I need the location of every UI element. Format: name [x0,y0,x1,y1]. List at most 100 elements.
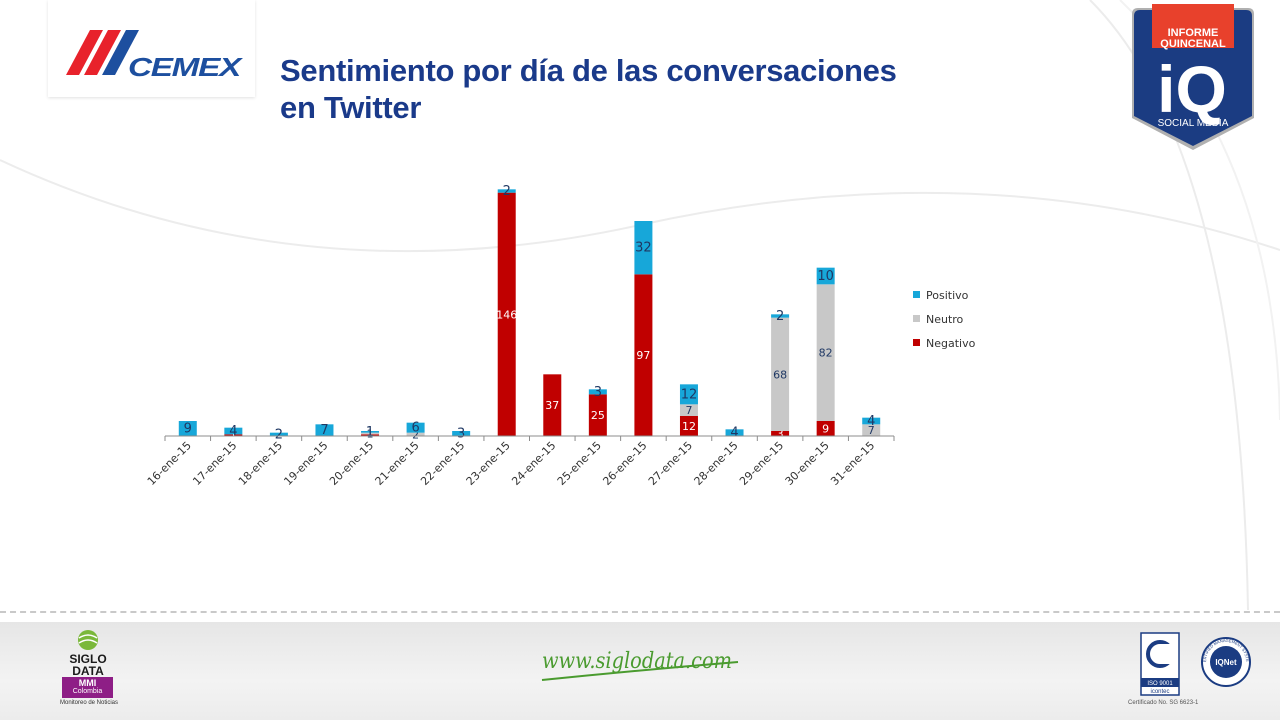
bar-positivo-29-ene-15 [771,314,790,318]
footer-divider [0,611,1280,613]
mmi-country: Colombia [72,688,103,695]
bar-negativo-17-ene-15 [224,434,243,436]
data-label-positivo-28-ene-15: 4 [730,426,738,441]
data-label-positivo-16-ene-15: 9 [184,422,192,437]
bar-negativo-20-ene-15 [361,434,380,436]
iqnet-certified-seal: IQNet CERTIFIED MANAGEMENT SYSTEM [1200,636,1251,687]
bar-positivo-17-ene-15 [224,427,243,435]
badge-quincenal: QUINCENAL [1160,38,1226,50]
data-label-positivo-25-ene-15: 3 [594,385,602,400]
x-tick-label-19-ene-15: 19-ene-15 [281,439,330,488]
x-tick-label-17-ene-15: 17-ene-15 [190,439,239,488]
cemex-logo: CEMEX [66,30,244,82]
bar-positivo-25-ene-15 [588,389,607,395]
bar-negativo-29-ene-15 [771,431,790,436]
siglo-subtitle: Monitoreo de Noticias [59,700,119,706]
data-label-positivo-29-ene-15: 2 [776,309,784,324]
data-word: DATA [72,664,104,678]
iqnet-label: IQNet [1215,658,1237,667]
bar-positivo-18-ene-15 [269,432,288,436]
bar-positivo-16-ene-15 [178,421,197,436]
bar-positivo-28-ene-15 [725,429,744,436]
badge-social-media: SOCIAL MEDIA [1158,118,1229,129]
x-tick-label-21-ene-15: 21-ene-15 [373,439,422,488]
bar-positivo-22-ene-15 [452,431,471,436]
bar-neutro-31-ene-15 [862,424,881,436]
bar-positivo-26-ene-15 [634,221,653,275]
siglo-word: SIGLO [69,652,107,666]
data-label-positivo-17-ene-15: 4 [229,424,237,439]
bar-negativo-27-ene-15 [679,416,698,436]
x-tick-label-30-ene-15: 30-ene-15 [783,439,832,488]
legend-swatch-neutro [913,315,920,322]
legend-label-neutro: Neutro [926,313,964,326]
bar-positivo-19-ene-15 [315,424,334,436]
x-tick-label-24-ene-15: 24-ene-15 [509,439,558,488]
icontec-iso-certificate: ISO 9001 icontec [1140,632,1180,696]
x-tick-label-27-ene-15: 27-ene-15 [646,439,695,488]
data-label-negativo-27-ene-15: 12 [682,420,696,433]
bar-neutro-21-ene-15 [406,432,425,436]
mmi-colombia-badge: MMI Colombia [62,677,113,698]
data-label-negativo-26-ene-15: 97 [636,349,650,362]
badge-informe: INFORME [1168,27,1219,39]
bar-positivo-23-ene-15 [497,189,516,193]
x-tick-label-26-ene-15: 26-ene-15 [600,439,649,488]
data-label-neutro-20-ene-15: 1 [367,428,374,441]
data-label-negativo-25-ene-15: 25 [591,409,605,422]
data-label-positivo-21-ene-15: 6 [411,421,419,436]
title-line-2: en Twitter [280,90,422,125]
data-label-negativo-23-ene-15: 146 [496,308,517,321]
data-label-positivo-18-ene-15: 2 [275,427,283,442]
bar-negativo-23-ene-15 [497,192,516,436]
certificate-number: Certificado No. SG 6623-1 [1128,700,1199,706]
x-tick-label-20-ene-15: 20-ene-15 [327,439,376,488]
data-label-negativo-24-ene-15: 37 [545,399,559,412]
legend-swatch-positivo [913,291,920,298]
title-line-1: Sentimiento por día de las conversacione… [280,53,897,88]
iso-label: ISO 9001 [1147,681,1173,687]
cemex-logo-card: CEMEX [48,0,255,97]
data-label-positivo-19-ene-15: 7 [320,423,328,438]
bar-positivo-27-ene-15 [679,384,698,405]
bar-neutro-20-ene-15 [361,432,380,435]
cemex-wordmark: CEMEX [128,52,243,82]
bar-negativo-26-ene-15 [634,274,653,436]
bar-neutro-30-ene-15 [816,284,835,421]
bar-negativo-30-ene-15 [816,421,835,436]
icontec-label: icontec [1150,689,1169,695]
data-label-neutro-29-ene-15: 68 [773,368,787,381]
data-label-positivo-31-ene-15: 4 [867,414,875,429]
data-label-positivo-23-ene-15: 2 [503,184,511,199]
legend-label-negativo: Negativo [926,337,976,350]
page-title: Sentimiento por día de las conversacione… [280,52,980,126]
siglo-data-logo-icon [78,630,98,650]
x-tick-label-28-ene-15: 28-ene-15 [692,439,741,488]
data-label-positivo-22-ene-15: 3 [457,427,465,442]
data-label-positivo-26-ene-15: 32 [635,241,652,256]
x-tick-label-29-ene-15: 29-ene-15 [737,439,786,488]
legend-swatch-negativo [913,339,920,346]
data-label-positivo-20-ene-15: 1 [366,425,374,440]
bar-negativo-25-ene-15 [588,394,607,436]
data-label-neutro-21-ene-15: 2 [412,428,419,441]
x-tick-label-22-ene-15: 22-ene-15 [418,439,467,488]
data-label-neutro-31-ene-15: 7 [868,424,875,437]
bar-neutro-27-ene-15 [679,404,698,416]
x-tick-label-25-ene-15: 25-ene-15 [555,439,604,488]
bar-positivo-21-ene-15 [406,422,425,433]
website-link[interactable]: www.siglodata.com [540,640,770,684]
x-tick-label-18-ene-15: 18-ene-15 [236,439,285,488]
bar-negativo-24-ene-15 [543,374,562,436]
badge-iq-mark: iQ [1157,52,1227,126]
legend-label-positivo: Positivo [926,289,969,302]
x-tick-label-23-ene-15: 23-ene-15 [464,439,513,488]
data-label-neutro-30-ene-15: 82 [819,347,833,360]
x-tick-label-16-ene-15: 16-ene-15 [145,439,194,488]
bar-positivo-30-ene-15 [816,267,835,285]
mmi-label: MMI [78,678,97,688]
bar-positivo-31-ene-15 [862,417,881,425]
iq-social-media-badge: INFORME QUINCENAL iQ SOCIAL MEDIA [1132,4,1254,150]
bar-positivo-20-ene-15 [361,431,380,433]
